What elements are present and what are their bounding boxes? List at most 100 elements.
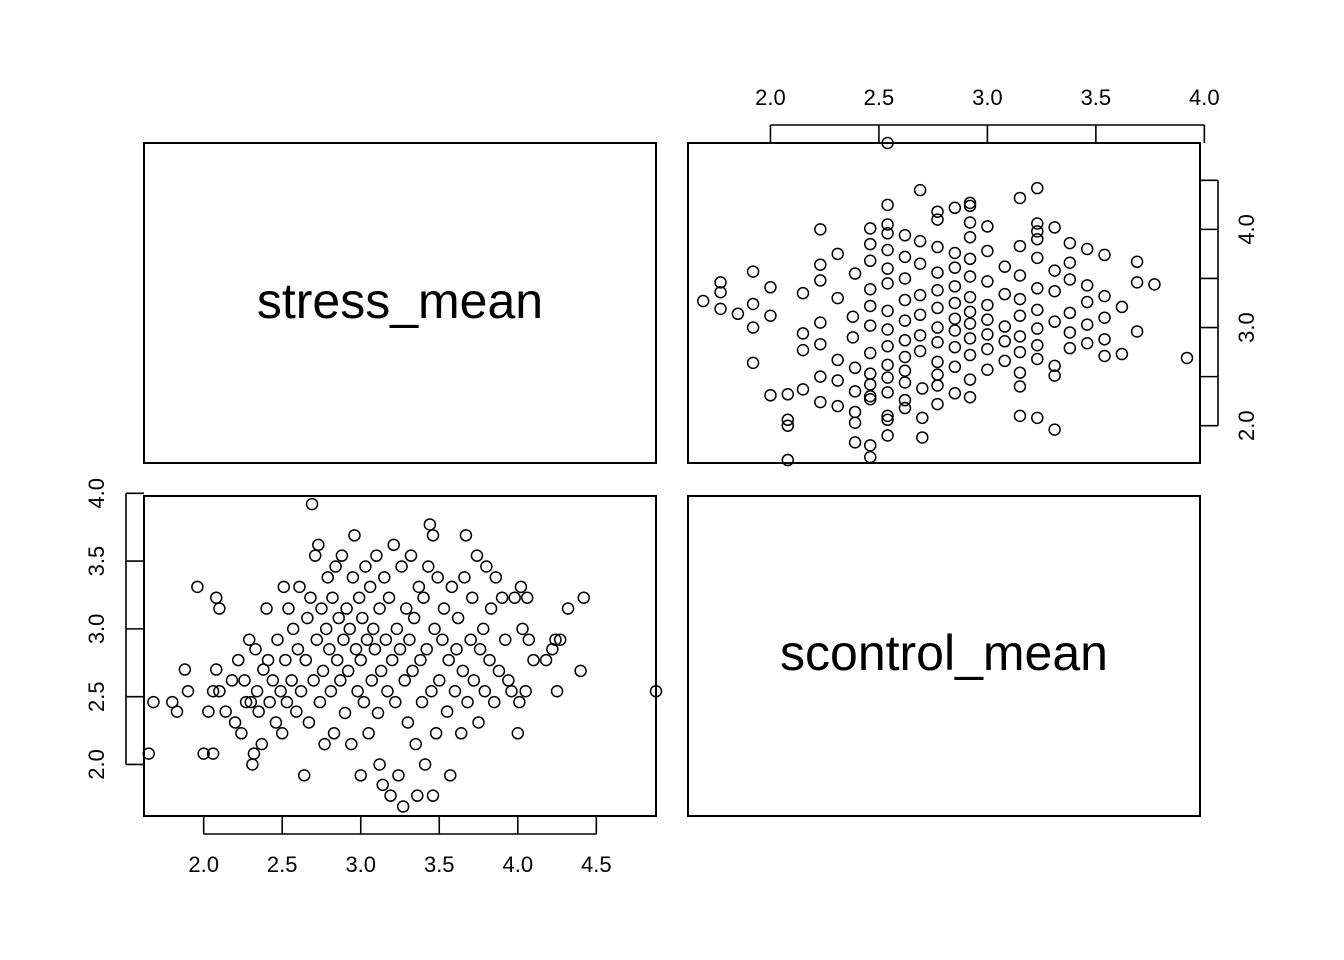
scatter-point bbox=[963, 270, 977, 283]
scatter-point bbox=[916, 411, 929, 425]
scatter-point bbox=[445, 580, 459, 594]
scatter-point bbox=[863, 378, 877, 391]
scatter-point bbox=[279, 653, 292, 667]
scatter-point bbox=[898, 250, 912, 264]
scatter-point bbox=[796, 343, 810, 357]
scatter-point bbox=[371, 706, 385, 720]
scatter-point bbox=[1048, 264, 1061, 277]
scatter-point bbox=[981, 313, 994, 326]
scatter-point bbox=[948, 312, 962, 325]
scatter-point bbox=[781, 419, 795, 432]
scatter-point bbox=[360, 633, 374, 646]
scatter-point bbox=[436, 633, 449, 646]
scatter-point bbox=[495, 591, 509, 604]
scatter-point bbox=[1031, 181, 1044, 195]
top-axis-tick-label: 3.5 bbox=[1081, 85, 1112, 110]
scatter-point bbox=[202, 705, 215, 718]
scatter-point bbox=[448, 685, 462, 698]
scatter-point bbox=[400, 602, 413, 615]
scatter-point bbox=[170, 705, 184, 718]
scatter-point bbox=[238, 674, 251, 687]
scatter-point bbox=[456, 664, 470, 678]
scatter-point bbox=[1031, 225, 1044, 238]
scatter-point bbox=[963, 305, 977, 319]
bottom-axis-tick-label: 3.0 bbox=[345, 852, 376, 877]
scatter-point bbox=[473, 642, 487, 656]
scatter-point bbox=[814, 337, 827, 351]
scatter-point bbox=[963, 216, 977, 229]
scatter-point bbox=[764, 281, 777, 294]
scatter-point bbox=[324, 685, 338, 698]
scatter-point bbox=[881, 218, 894, 231]
scatter-point bbox=[487, 695, 501, 709]
scatter-point bbox=[197, 747, 210, 760]
scatter-point bbox=[963, 230, 977, 244]
scatter-point bbox=[349, 642, 363, 656]
scatter-point bbox=[1098, 248, 1111, 262]
scatter-point bbox=[285, 674, 298, 687]
top-x-axis: 2.0 2.5 3.0 3.5 4.0 bbox=[755, 85, 1220, 143]
scatter-point bbox=[848, 416, 862, 430]
scatter-point bbox=[389, 695, 402, 709]
scatter-point bbox=[863, 367, 877, 380]
scatter-point bbox=[1098, 289, 1111, 303]
scatter-point bbox=[255, 737, 269, 751]
scatter-point bbox=[423, 518, 437, 531]
scatter-point bbox=[764, 389, 777, 402]
scatter-point bbox=[1013, 366, 1027, 379]
bottom-axis-tick-label: 4.0 bbox=[502, 852, 533, 877]
scatter-point bbox=[981, 220, 994, 233]
scatter-point bbox=[431, 571, 444, 584]
scatter-point bbox=[247, 747, 261, 760]
scatter-point bbox=[502, 674, 515, 687]
scatter-point bbox=[219, 705, 232, 718]
scatter-point bbox=[1130, 276, 1144, 289]
scatter-point bbox=[326, 591, 339, 604]
scatter-point bbox=[831, 247, 844, 261]
scatter-point bbox=[433, 674, 446, 687]
scatter-point bbox=[981, 328, 994, 341]
scatter-point bbox=[948, 324, 962, 337]
scatter-point bbox=[345, 737, 358, 751]
scatter-point bbox=[863, 390, 877, 403]
scatter-point bbox=[1080, 242, 1094, 256]
scatter-point bbox=[848, 436, 862, 449]
scatter-point bbox=[465, 591, 479, 604]
scatter-point bbox=[913, 329, 927, 342]
scatter-point bbox=[511, 727, 525, 740]
scatter-point bbox=[831, 291, 844, 305]
scatter-point bbox=[931, 213, 944, 226]
scatter-point bbox=[373, 758, 386, 771]
scatter-point bbox=[398, 674, 411, 687]
scatter-point bbox=[489, 571, 503, 584]
scatter-point bbox=[178, 663, 192, 676]
scatter-point bbox=[1063, 273, 1077, 286]
scatter-point bbox=[1063, 306, 1077, 320]
scatter-point bbox=[417, 591, 430, 604]
scatter-point bbox=[796, 327, 810, 340]
scatter-point bbox=[963, 290, 977, 304]
scatter-point bbox=[280, 695, 294, 709]
scatter-point bbox=[981, 363, 994, 376]
scatter-point bbox=[814, 258, 827, 271]
scatter-point bbox=[814, 370, 827, 383]
scatter-point bbox=[250, 685, 264, 698]
scatter-point bbox=[297, 769, 311, 782]
left-axis-tick-label: 2.5 bbox=[84, 681, 109, 712]
scatter-point bbox=[181, 685, 195, 698]
scatter-point bbox=[343, 622, 356, 636]
scatter-point bbox=[455, 727, 468, 740]
scatter-point bbox=[330, 653, 344, 667]
left-axis-tick-label: 4.0 bbox=[84, 478, 109, 509]
scatter-point bbox=[998, 260, 1011, 273]
scatter-point bbox=[242, 633, 256, 646]
scatter-point bbox=[321, 571, 335, 584]
scatter-point bbox=[406, 664, 419, 678]
scatter-point bbox=[948, 261, 962, 274]
scatter-point bbox=[931, 336, 944, 349]
scatter-point bbox=[401, 716, 415, 729]
scatter-point bbox=[863, 450, 877, 464]
scatter-point bbox=[746, 321, 760, 334]
diagonal-label-scontrol-mean: scontrol_mean bbox=[780, 625, 1108, 681]
scatter-point bbox=[553, 633, 567, 646]
